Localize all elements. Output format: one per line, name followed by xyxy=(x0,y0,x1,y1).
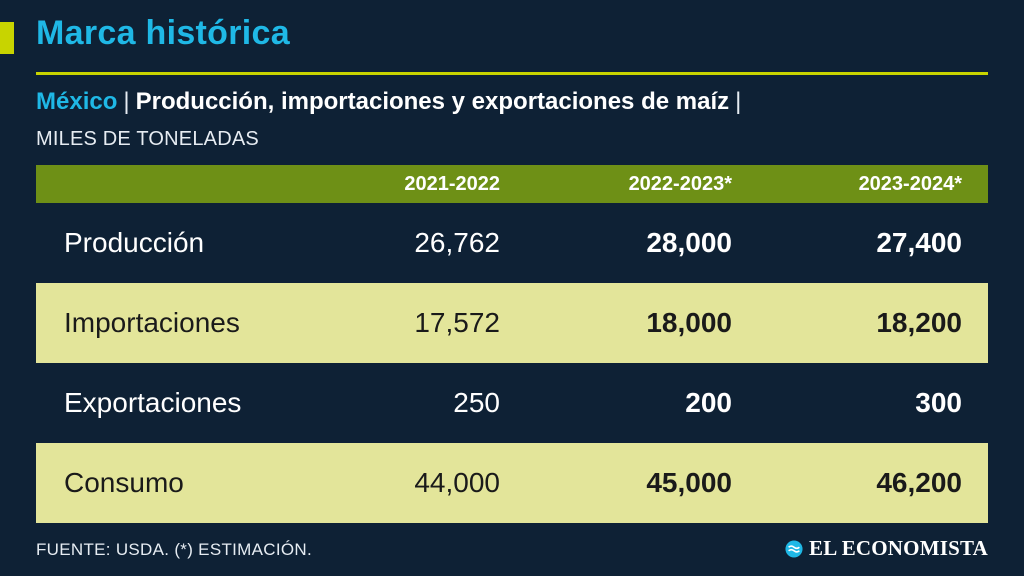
table-row: Exportaciones 250 200 300 xyxy=(36,363,988,443)
row-label: Importaciones xyxy=(64,307,240,338)
row-label: Consumo xyxy=(64,467,184,498)
table-header-row: 2021-2022 2022-2023* 2023-2024* xyxy=(36,165,988,203)
table-row: Importaciones 17,572 18,000 18,200 xyxy=(36,283,988,363)
cell-value: 200 xyxy=(685,387,732,418)
chart-subtitle: México | Producción, importaciones y expor… xyxy=(36,88,747,116)
title-divider xyxy=(36,72,988,75)
el-economista-logo-icon xyxy=(785,539,803,558)
cell-value: 18,000 xyxy=(646,307,732,338)
brand-name: EL ECONOMISTA xyxy=(809,536,988,560)
source-note: FUENTE: USDA. (*) ESTIMACIÓN. xyxy=(36,540,312,559)
accent-bar xyxy=(0,22,14,54)
cell-value: 17,572 xyxy=(414,307,500,338)
cell-value: 28,000 xyxy=(646,227,732,258)
cell-value: 26,762 xyxy=(414,227,500,258)
column-header-2022-2023: 2022-2023* xyxy=(628,172,732,195)
cell-value: 250 xyxy=(453,387,500,418)
column-header-2023-2024: 2023-2024* xyxy=(858,172,962,195)
table-row: Consumo 44,000 45,000 46,200 xyxy=(36,443,988,523)
cell-value: 300 xyxy=(915,387,962,418)
column-header-2021-2022: 2021-2022 xyxy=(404,172,500,195)
cell-value: 46,200 xyxy=(876,467,962,498)
subtitle-trailing-separator: | xyxy=(735,88,742,115)
subtitle-main: Producción, importaciones y exportacione… xyxy=(135,88,730,115)
cell-value: 45,000 xyxy=(646,467,732,498)
row-label: Producción xyxy=(64,227,205,258)
units-label: MILES DE TONELADAS xyxy=(36,128,259,150)
brand-logo: EL ECONOMISTA xyxy=(785,536,988,561)
data-table: 2021-2022 2022-2023* 2023-2024* Producci… xyxy=(36,165,988,523)
row-label: Exportaciones xyxy=(64,387,242,418)
cell-value: 44,000 xyxy=(414,467,500,498)
subtitle-country: México xyxy=(36,88,118,115)
page-title: Marca histórica xyxy=(36,14,290,52)
table-row: Producción 26,762 28,000 27,400 xyxy=(36,203,988,283)
cell-value: 18,200 xyxy=(876,307,962,338)
cell-value: 27,400 xyxy=(876,227,962,258)
subtitle-separator: | xyxy=(123,88,130,115)
